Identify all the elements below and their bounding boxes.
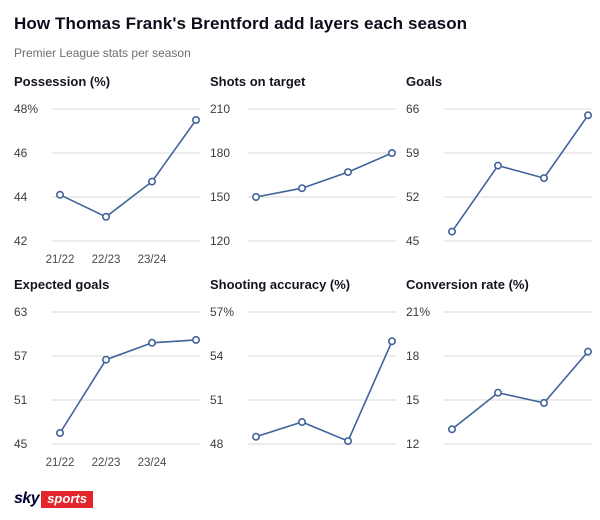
svg-text:21%: 21% [406,305,430,319]
chart-shots-on-target: Shots on target 210 180 150 120 [210,74,398,269]
svg-text:54: 54 [210,349,224,363]
chart-canvas: 48% 46 44 42 21/22 22/23 23/24 [14,102,201,266]
svg-text:51: 51 [14,393,28,407]
svg-text:48%: 48% [14,102,38,116]
sports-logo-badge: sports [41,490,93,508]
svg-text:210: 210 [210,102,230,116]
svg-text:45: 45 [14,437,28,451]
svg-text:57: 57 [14,349,28,363]
svg-text:22/23: 22/23 [92,254,121,266]
chart-canvas: 66 59 52 45 [406,102,593,248]
sky-sports-logo: sky sports [14,490,586,508]
svg-text:63: 63 [14,305,28,319]
chart-expected-goals: Expected goals 63 57 51 45 21/22 22/23 23/24 [14,277,202,472]
svg-text:18: 18 [406,349,420,363]
chart-plot: 63 57 51 45 21/22 22/23 23/24 [14,300,202,472]
svg-text:12: 12 [406,437,420,451]
chart-canvas: 63 57 51 45 21/22 22/23 23/24 [14,305,201,469]
svg-text:45: 45 [406,234,420,248]
page-subtitle: Premier League stats per season [14,46,191,60]
sky-logo-text: sky [14,490,40,507]
svg-text:52: 52 [406,190,420,204]
chart-plot: 48% 46 44 42 21/22 22/23 23/24 [14,97,202,269]
chart-title: Shooting accuracy (%) [210,277,351,292]
chart-title: Conversion rate (%) [406,277,529,292]
chart-conversion-rate: Conversion rate (%) 21% 18 15 12 [406,277,594,472]
chart-shooting-accuracy: Shooting accuracy (%) 57% 54 51 48 [210,277,398,472]
svg-text:21/22: 21/22 [46,254,75,266]
svg-text:23/24: 23/24 [138,254,167,266]
chart-title: Expected goals [14,277,110,292]
chart-canvas: 210 180 150 120 [210,102,397,248]
chart-possession: Possession (%) 48% 46 44 42 21/22 22/23 23/24 [14,74,202,269]
svg-text:44: 44 [14,190,28,204]
svg-text:15: 15 [406,393,420,407]
svg-text:48: 48 [210,437,224,451]
chart-plot: 21% 18 15 12 [406,300,594,472]
svg-text:120: 120 [210,234,230,248]
svg-text:21/22: 21/22 [46,457,75,469]
chart-title: Goals [406,74,443,89]
chart-plot: 210 180 150 120 [210,97,398,269]
chart-plot: 66 59 52 45 [406,97,594,269]
chart-canvas: 57% 54 51 48 [210,305,397,451]
svg-text:57%: 57% [210,305,234,319]
svg-text:180: 180 [210,146,230,160]
page-title: How Thomas Frank's Brentford add layers … [14,14,468,33]
svg-text:66: 66 [406,102,420,116]
charts-grid: Possession (%) 48% 46 44 42 21/22 22/23 23/24 … [14,74,593,472]
svg-text:59: 59 [406,146,420,160]
svg-text:150: 150 [210,190,230,204]
chart-title: Possession (%) [14,74,111,89]
chart-plot: 57% 54 51 48 [210,300,398,472]
chart-title: Shots on target [210,74,306,89]
svg-text:46: 46 [14,146,28,160]
svg-text:23/24: 23/24 [138,457,167,469]
chart-canvas: 21% 18 15 12 [406,305,593,451]
svg-text:42: 42 [14,234,28,248]
chart-goals: Goals 66 59 52 45 [406,74,594,269]
svg-text:51: 51 [210,393,224,407]
svg-text:22/23: 22/23 [92,457,121,469]
